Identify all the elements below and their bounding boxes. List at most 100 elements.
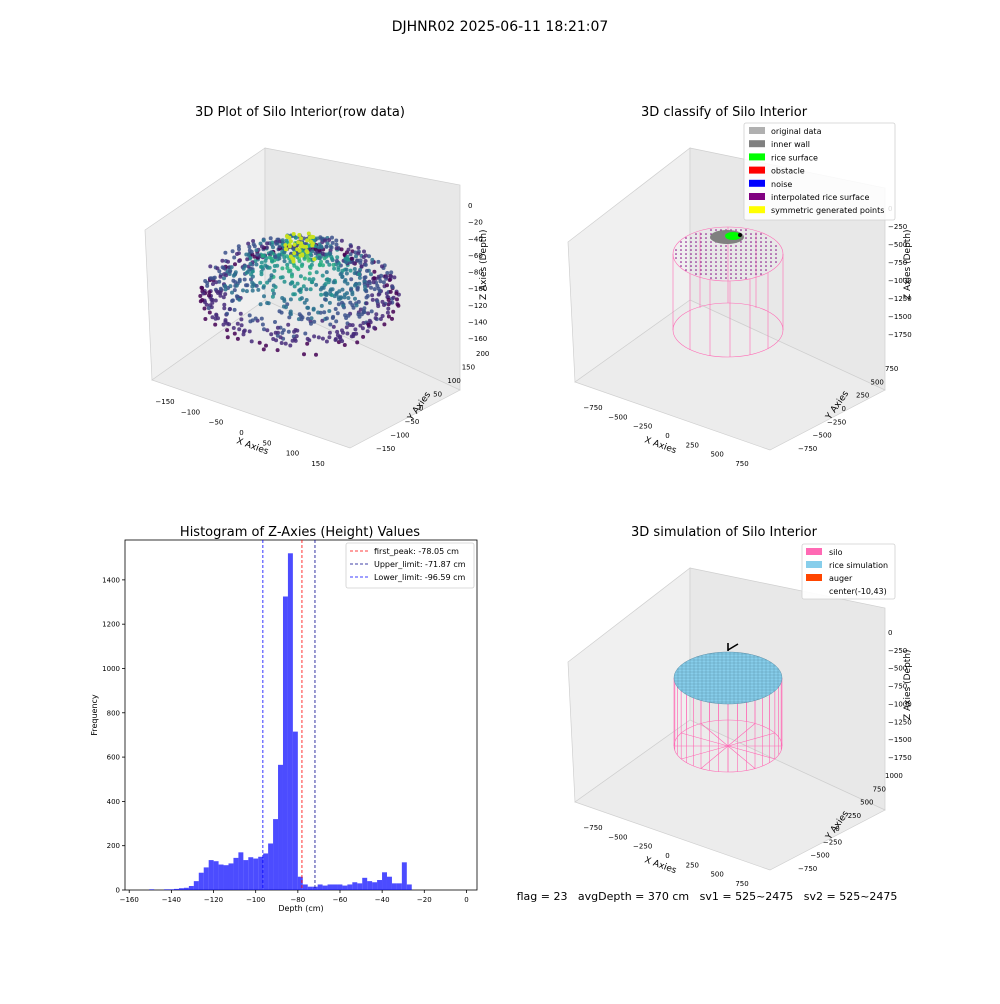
histogram-bar (248, 857, 254, 890)
raw-point (225, 321, 230, 326)
raw-point (363, 284, 367, 289)
raw-point (256, 287, 261, 292)
interpolated-point (705, 245, 707, 247)
raw-point (334, 319, 339, 324)
interpolated-point (750, 237, 752, 239)
histogram-y-tick: 800 (107, 709, 120, 717)
simulation-x-tick: −500 (608, 833, 627, 841)
interpolated-point (690, 261, 692, 263)
interpolated-point (725, 249, 727, 251)
raw-point (263, 258, 268, 263)
interpolated-point (735, 245, 737, 247)
raw-point (259, 264, 263, 269)
raw-point (298, 253, 303, 258)
raw-point (316, 335, 321, 340)
raw-point (223, 250, 228, 255)
interpolated-point (755, 273, 757, 275)
simulation-axes-box (567, 567, 886, 871)
histogram-x-tick: −60 (333, 896, 348, 904)
simulation-x-tick: −750 (583, 824, 602, 832)
raw-point (286, 329, 291, 334)
histogram-y-tick: 200 (107, 842, 120, 850)
interpolated-point (760, 257, 762, 259)
simulation-auger (727, 643, 739, 651)
histogram-bar (218, 864, 224, 890)
raw-point (304, 287, 309, 292)
raw-point (324, 252, 329, 257)
interpolated-point (715, 229, 717, 231)
raw-y-tick: −150 (376, 445, 395, 453)
interpolated-point (725, 265, 727, 267)
raw-y-tick: 200 (476, 350, 489, 358)
histogram-bar (273, 819, 279, 890)
raw-z-tick: −20 (468, 219, 483, 227)
raw-point (344, 260, 349, 265)
interpolated-point (735, 253, 737, 255)
interpolated-point (695, 241, 697, 243)
raw-point (205, 280, 210, 285)
raw-point (272, 268, 277, 273)
raw-point (226, 259, 230, 264)
raw-point (327, 300, 332, 305)
simulation-z-label: Z Axies (Depth) (903, 649, 913, 720)
interpolated-point (755, 245, 757, 247)
raw-point (314, 282, 319, 287)
interpolated-point (735, 229, 737, 231)
interpolated-point (745, 237, 747, 239)
raw-point (203, 317, 208, 321)
interpolated-point (700, 253, 702, 255)
interpolated-point (685, 269, 687, 271)
interpolated-point (770, 253, 772, 255)
histogram-bar (178, 888, 184, 890)
raw-point (230, 290, 234, 295)
raw-point (236, 251, 241, 256)
interpolated-point (775, 249, 777, 251)
raw-point (382, 322, 387, 327)
raw-point (210, 297, 215, 302)
raw-point (238, 311, 243, 316)
classify-z-label: Z Axies (Depth) (903, 229, 913, 300)
interpolated-point (755, 257, 757, 259)
raw-point (389, 274, 393, 279)
simulation-x-ticks: −750 −500 −250 0 250 500 750 (583, 824, 748, 888)
raw-point (217, 279, 222, 284)
raw-z-tick: −160 (468, 335, 487, 343)
raw-point (251, 239, 256, 243)
interpolated-point (720, 261, 722, 263)
interpolated-point (760, 245, 762, 247)
raw-point (225, 328, 230, 333)
raw-point (277, 244, 282, 249)
raw-point (249, 339, 254, 344)
raw-point (259, 316, 264, 321)
histogram-bar (401, 862, 407, 890)
simulation-y-tick: −250 (823, 838, 842, 846)
raw-point (390, 285, 395, 290)
histogram-reference-lines (262, 540, 316, 890)
raw-scatter-points (198, 231, 401, 357)
raw-point (320, 336, 325, 341)
histogram-bar (174, 888, 179, 890)
raw-point (321, 263, 325, 268)
raw-point (295, 247, 300, 252)
histogram-bar (367, 881, 373, 890)
raw-point (346, 296, 351, 300)
histogram-x-ticks: −160 −140 −120 −100 −80 −60 −40 −20 0 (120, 890, 469, 904)
classify-x-tick: 750 (735, 460, 748, 468)
raw-point (391, 295, 396, 300)
raw-point (258, 280, 263, 285)
raw-point (320, 285, 324, 290)
raw-y-tick: −100 (390, 431, 409, 439)
interpolated-point (730, 261, 732, 263)
raw-point (299, 317, 304, 322)
raw-point (209, 276, 213, 281)
simulation-y-tick: 750 (873, 785, 886, 793)
raw-point (324, 270, 329, 275)
raw-point (363, 262, 368, 267)
simulation-y-tick: −500 (810, 852, 829, 860)
classify-legend-swatch (749, 206, 765, 214)
interpolated-point (700, 269, 702, 271)
raw-point (302, 300, 307, 305)
interpolated-point (710, 265, 712, 267)
raw-point (298, 274, 303, 279)
raw-point (342, 279, 347, 284)
